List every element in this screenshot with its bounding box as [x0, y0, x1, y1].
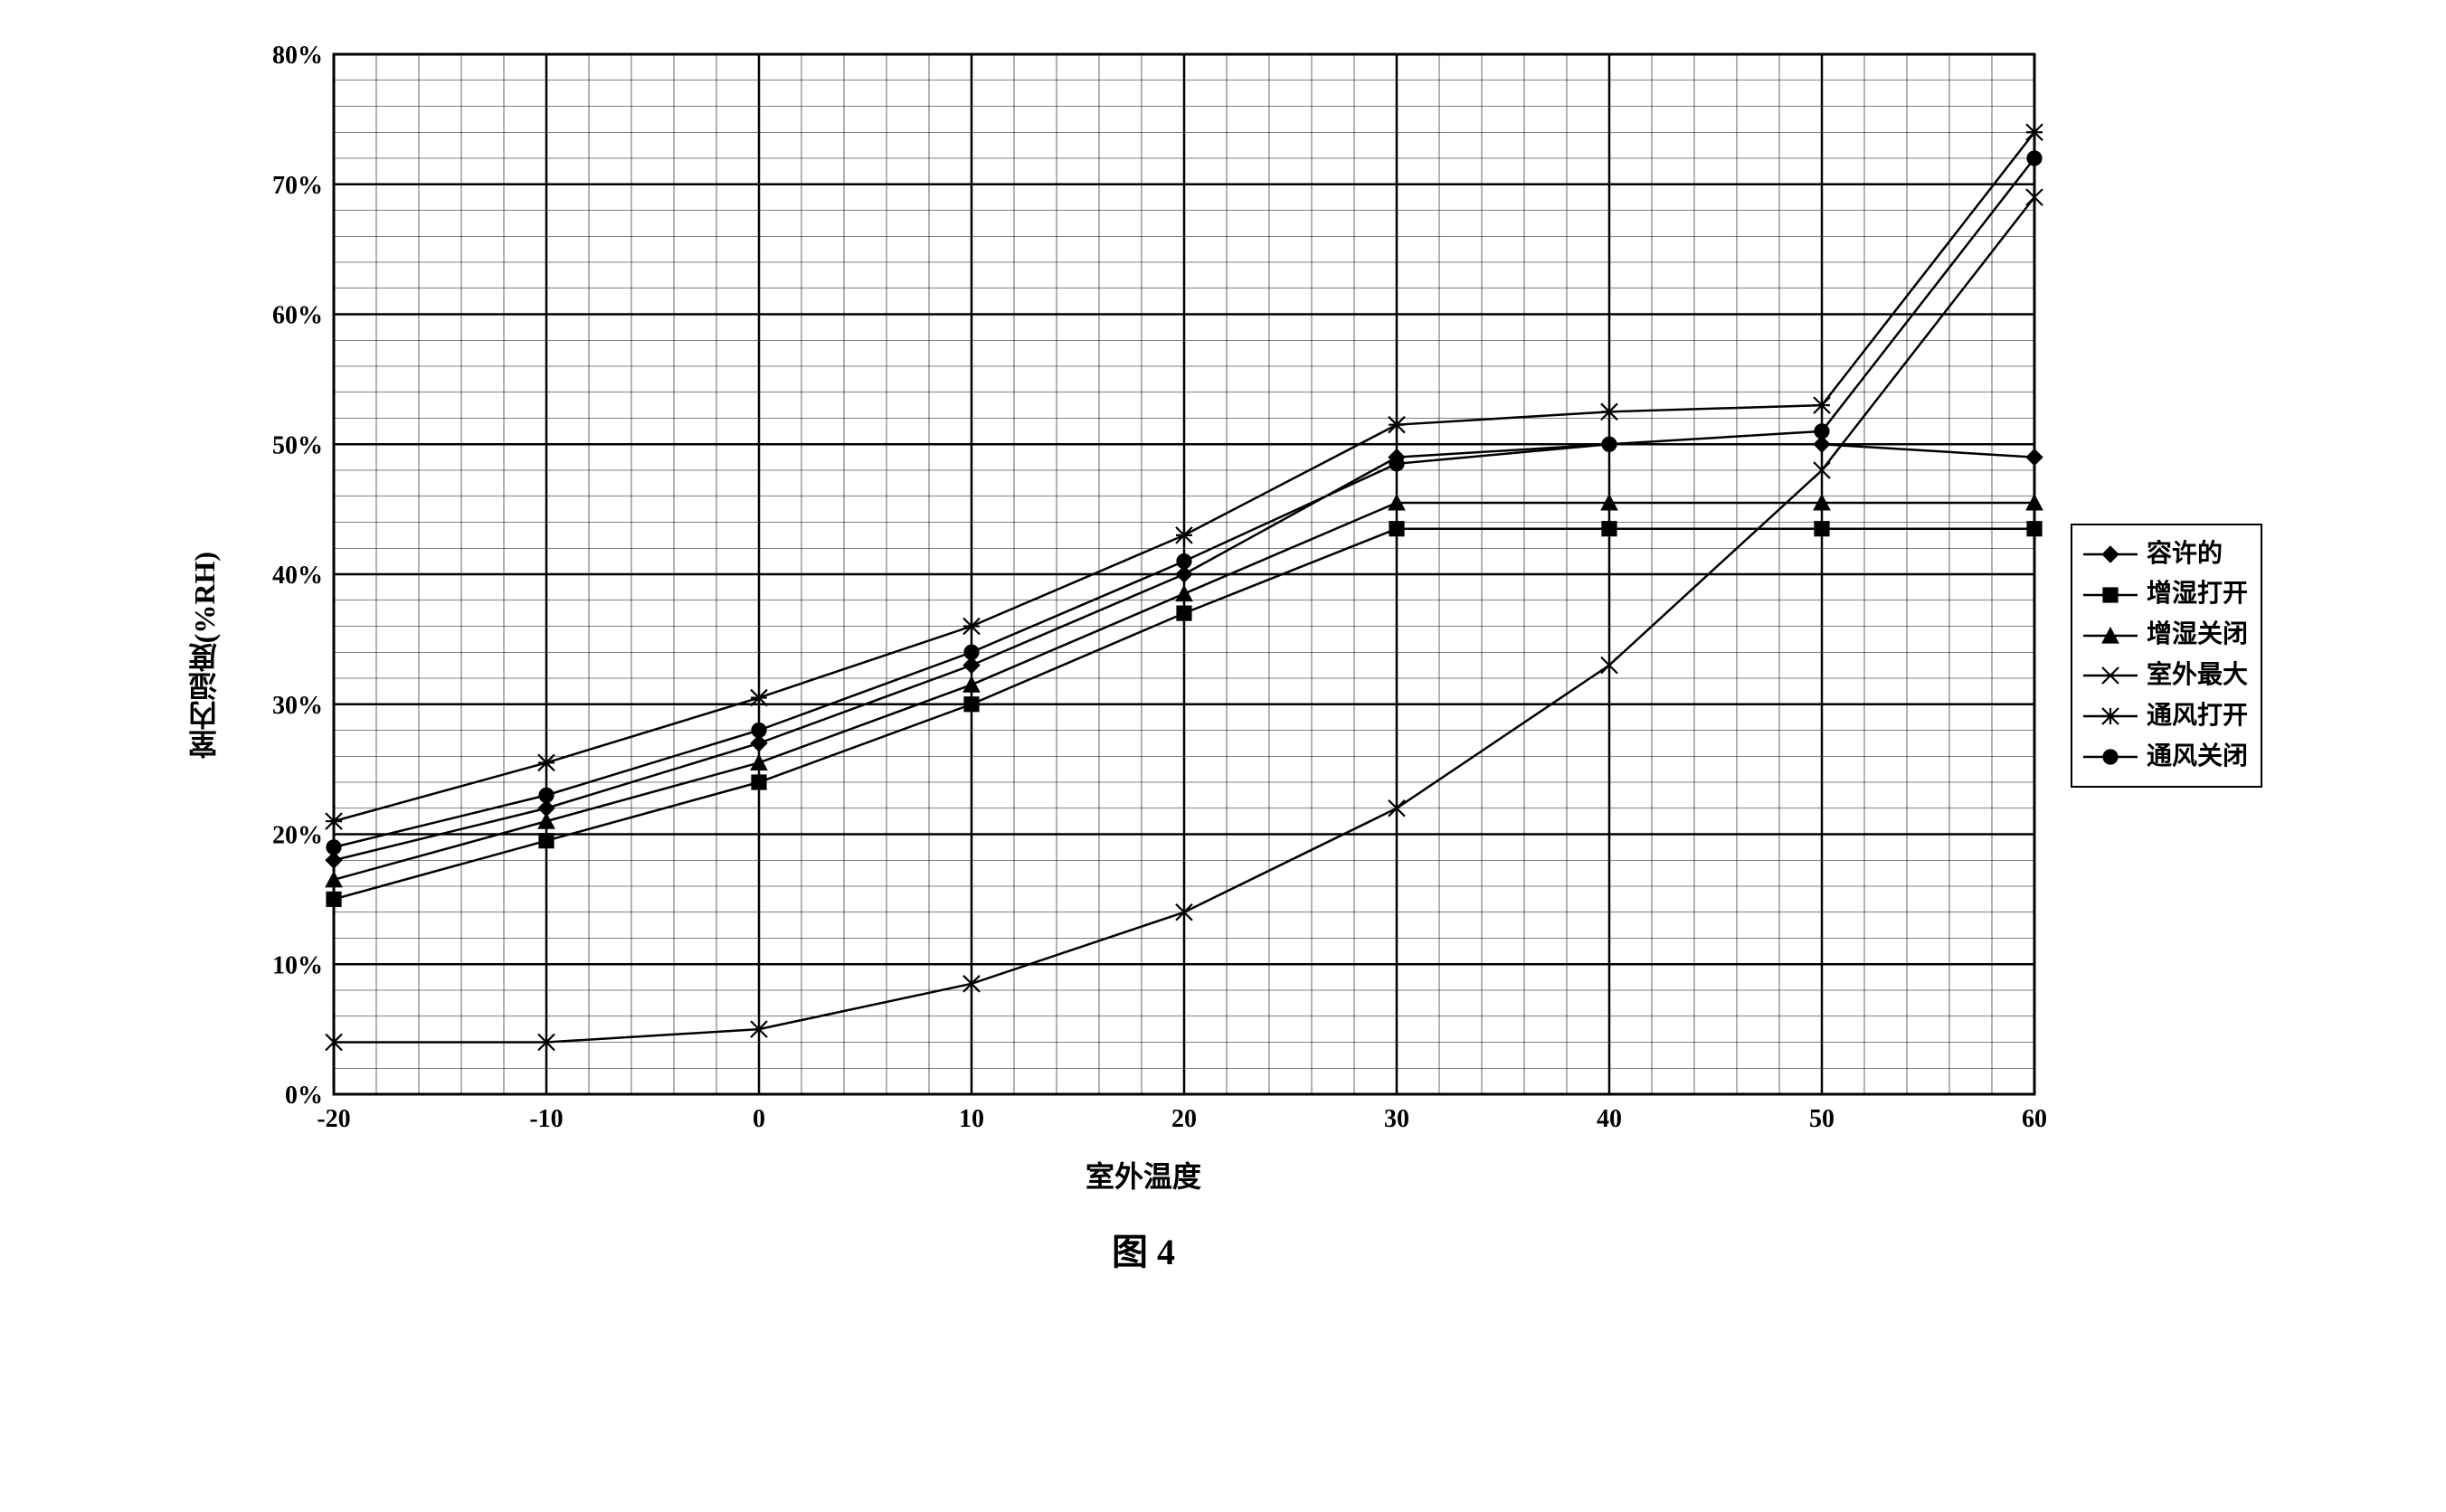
- legend-label: 容许的: [2147, 534, 2223, 575]
- svg-text:20: 20: [1171, 1105, 1197, 1133]
- svg-text:60%: 60%: [272, 302, 323, 330]
- legend-label: 增湿打开: [2147, 574, 2248, 615]
- legend-item: 增湿关闭: [2081, 615, 2248, 656]
- plot-column: -20-1001020304050600%10%20%30%40%50%60%7…: [234, 36, 2053, 1275]
- x-axis-label: 室外温度: [1086, 1154, 1201, 1195]
- legend-label: 通风打开: [2147, 696, 2248, 737]
- svg-text:50%: 50%: [272, 431, 323, 459]
- legend-item: 室外最大: [2081, 656, 2248, 696]
- legend-marker-icon: [2081, 665, 2139, 686]
- legend-marker-icon: [2081, 625, 2139, 647]
- svg-text:30: 30: [1384, 1105, 1409, 1133]
- chart-container: 室内湿度(%RH) -20-1001020304050600%10%20%30%…: [36, 36, 2410, 1275]
- svg-text:-10: -10: [529, 1105, 563, 1133]
- y-axis-label: 室内湿度(%RH): [184, 552, 225, 759]
- svg-text:0%: 0%: [285, 1082, 323, 1110]
- legend: 容许的增湿打开增湿关闭室外最大通风打开通风关闭: [2071, 524, 2262, 789]
- svg-text:0: 0: [753, 1105, 765, 1133]
- svg-text:70%: 70%: [272, 172, 323, 200]
- svg-text:20%: 20%: [272, 822, 323, 850]
- line-chart: -20-1001020304050600%10%20%30%40%50%60%7…: [234, 36, 2053, 1148]
- svg-text:40: 40: [1597, 1105, 1622, 1133]
- legend-marker-icon: [2081, 746, 2139, 768]
- svg-text:30%: 30%: [272, 692, 323, 720]
- legend-marker-icon: [2081, 584, 2139, 606]
- legend-marker-icon: [2081, 705, 2139, 727]
- legend-label: 室外最大: [2147, 656, 2248, 696]
- legend-label: 通风关闭: [2147, 737, 2248, 778]
- legend-marker-icon: [2081, 543, 2139, 565]
- svg-text:10%: 10%: [272, 951, 323, 979]
- legend-item: 增湿打开: [2081, 574, 2248, 615]
- legend-item: 容许的: [2081, 534, 2248, 575]
- svg-text:60: 60: [2022, 1105, 2047, 1133]
- svg-text:40%: 40%: [272, 562, 323, 590]
- figure-caption: 图 4: [1112, 1223, 1175, 1275]
- svg-text:50: 50: [1809, 1105, 1834, 1133]
- legend-item: 通风关闭: [2081, 737, 2248, 778]
- legend-label: 增湿关闭: [2147, 615, 2248, 656]
- svg-text:10: 10: [959, 1105, 984, 1133]
- legend-item: 通风打开: [2081, 696, 2248, 737]
- svg-text:80%: 80%: [272, 42, 323, 70]
